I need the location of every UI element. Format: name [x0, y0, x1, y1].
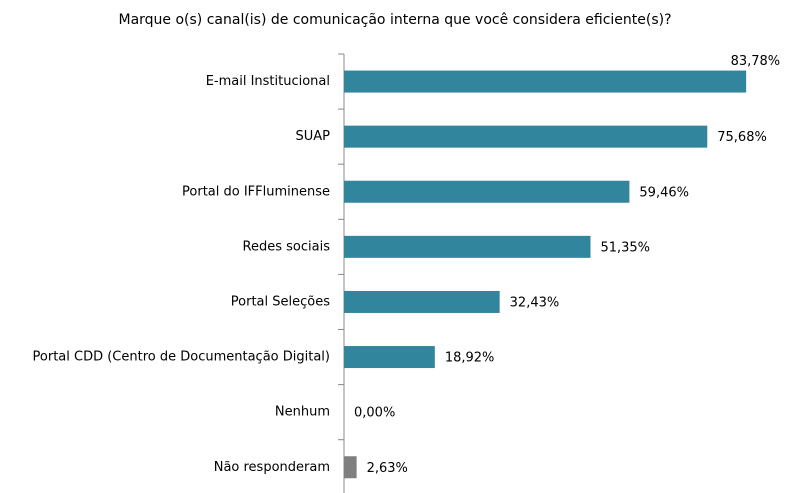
value-label: 0,00% — [354, 406, 395, 421]
category-label: E-mail Institucional — [206, 74, 330, 89]
bar — [344, 290, 500, 313]
category-label: Nenhum — [275, 405, 330, 420]
value-label: 59,46% — [639, 185, 689, 200]
bar — [344, 180, 630, 203]
bar — [344, 346, 435, 369]
category-label: Redes sociais — [243, 239, 331, 254]
value-label: 32,43% — [510, 295, 560, 310]
category-label: SUAP — [296, 129, 331, 144]
bar — [344, 235, 591, 258]
bar — [344, 456, 357, 479]
value-label: 75,68% — [717, 130, 767, 145]
category-label: Portal do IFFluminense — [182, 184, 330, 199]
value-label: 2,63% — [367, 461, 408, 476]
bar — [344, 125, 708, 148]
value-label: 83,78% — [731, 54, 781, 69]
bar — [344, 70, 747, 93]
category-label: Não responderam — [214, 460, 330, 475]
value-label: 51,35% — [600, 240, 650, 255]
category-label: Portal Seleções — [231, 294, 330, 309]
category-label: Portal CDD (Centro de Documentação Digit… — [33, 350, 330, 365]
value-label: 18,92% — [445, 351, 495, 366]
chart-title: Marque o(s) canal(is) de comunicação int… — [118, 12, 671, 28]
